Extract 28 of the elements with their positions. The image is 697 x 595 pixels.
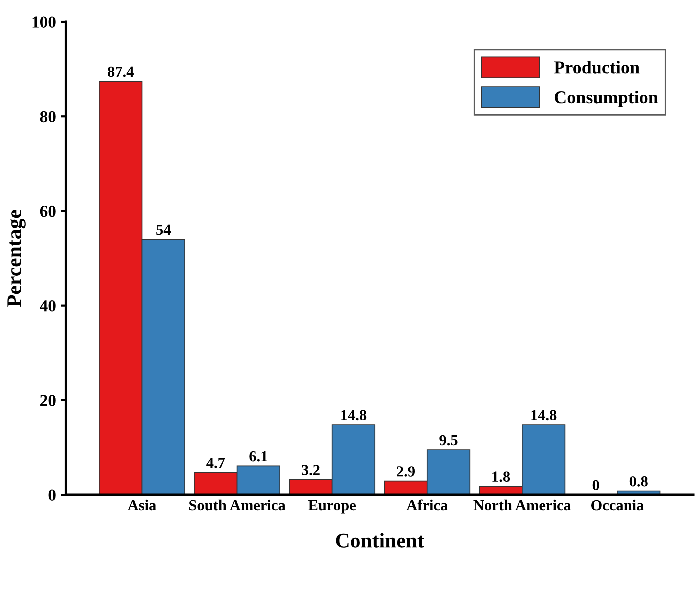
x-tick-label: Occania: [591, 500, 644, 511]
data-label: 87.4: [108, 66, 134, 78]
data-label: 0: [592, 480, 600, 491]
data-label: 14.8: [532, 410, 557, 421]
legend-label: Production: [554, 61, 640, 74]
y-tick-label: 40: [40, 300, 56, 312]
y-tick-label: 100: [32, 16, 56, 28]
data-label: 4.7: [206, 458, 226, 468]
x-tick-label: Europe: [308, 500, 356, 514]
x-tick-label: Africa: [406, 500, 448, 511]
y-tick-label: 20: [40, 395, 56, 406]
data-label: 14.8: [342, 410, 367, 421]
legend-label: Consumption: [554, 90, 658, 108]
data-label: 9.5: [440, 435, 458, 446]
x-tick-label: Asia: [128, 500, 156, 511]
data-label: 0.8: [630, 476, 648, 487]
data-label: 3.2: [302, 465, 320, 476]
data-label: 54: [156, 224, 171, 236]
y-tick-label: 60: [40, 206, 56, 218]
y-axis-title: Percentage: [8, 210, 26, 308]
x-tick-label: South America: [190, 500, 286, 511]
data-label: 2.9: [397, 466, 415, 477]
y-tick-label: 0: [48, 490, 56, 501]
x-tick-label: North America: [474, 500, 572, 511]
data-label: 1.8: [492, 472, 510, 482]
data-label: 6.1: [250, 451, 268, 462]
x-axis-title: Continent: [336, 533, 424, 548]
y-tick-label: 80: [40, 111, 56, 123]
